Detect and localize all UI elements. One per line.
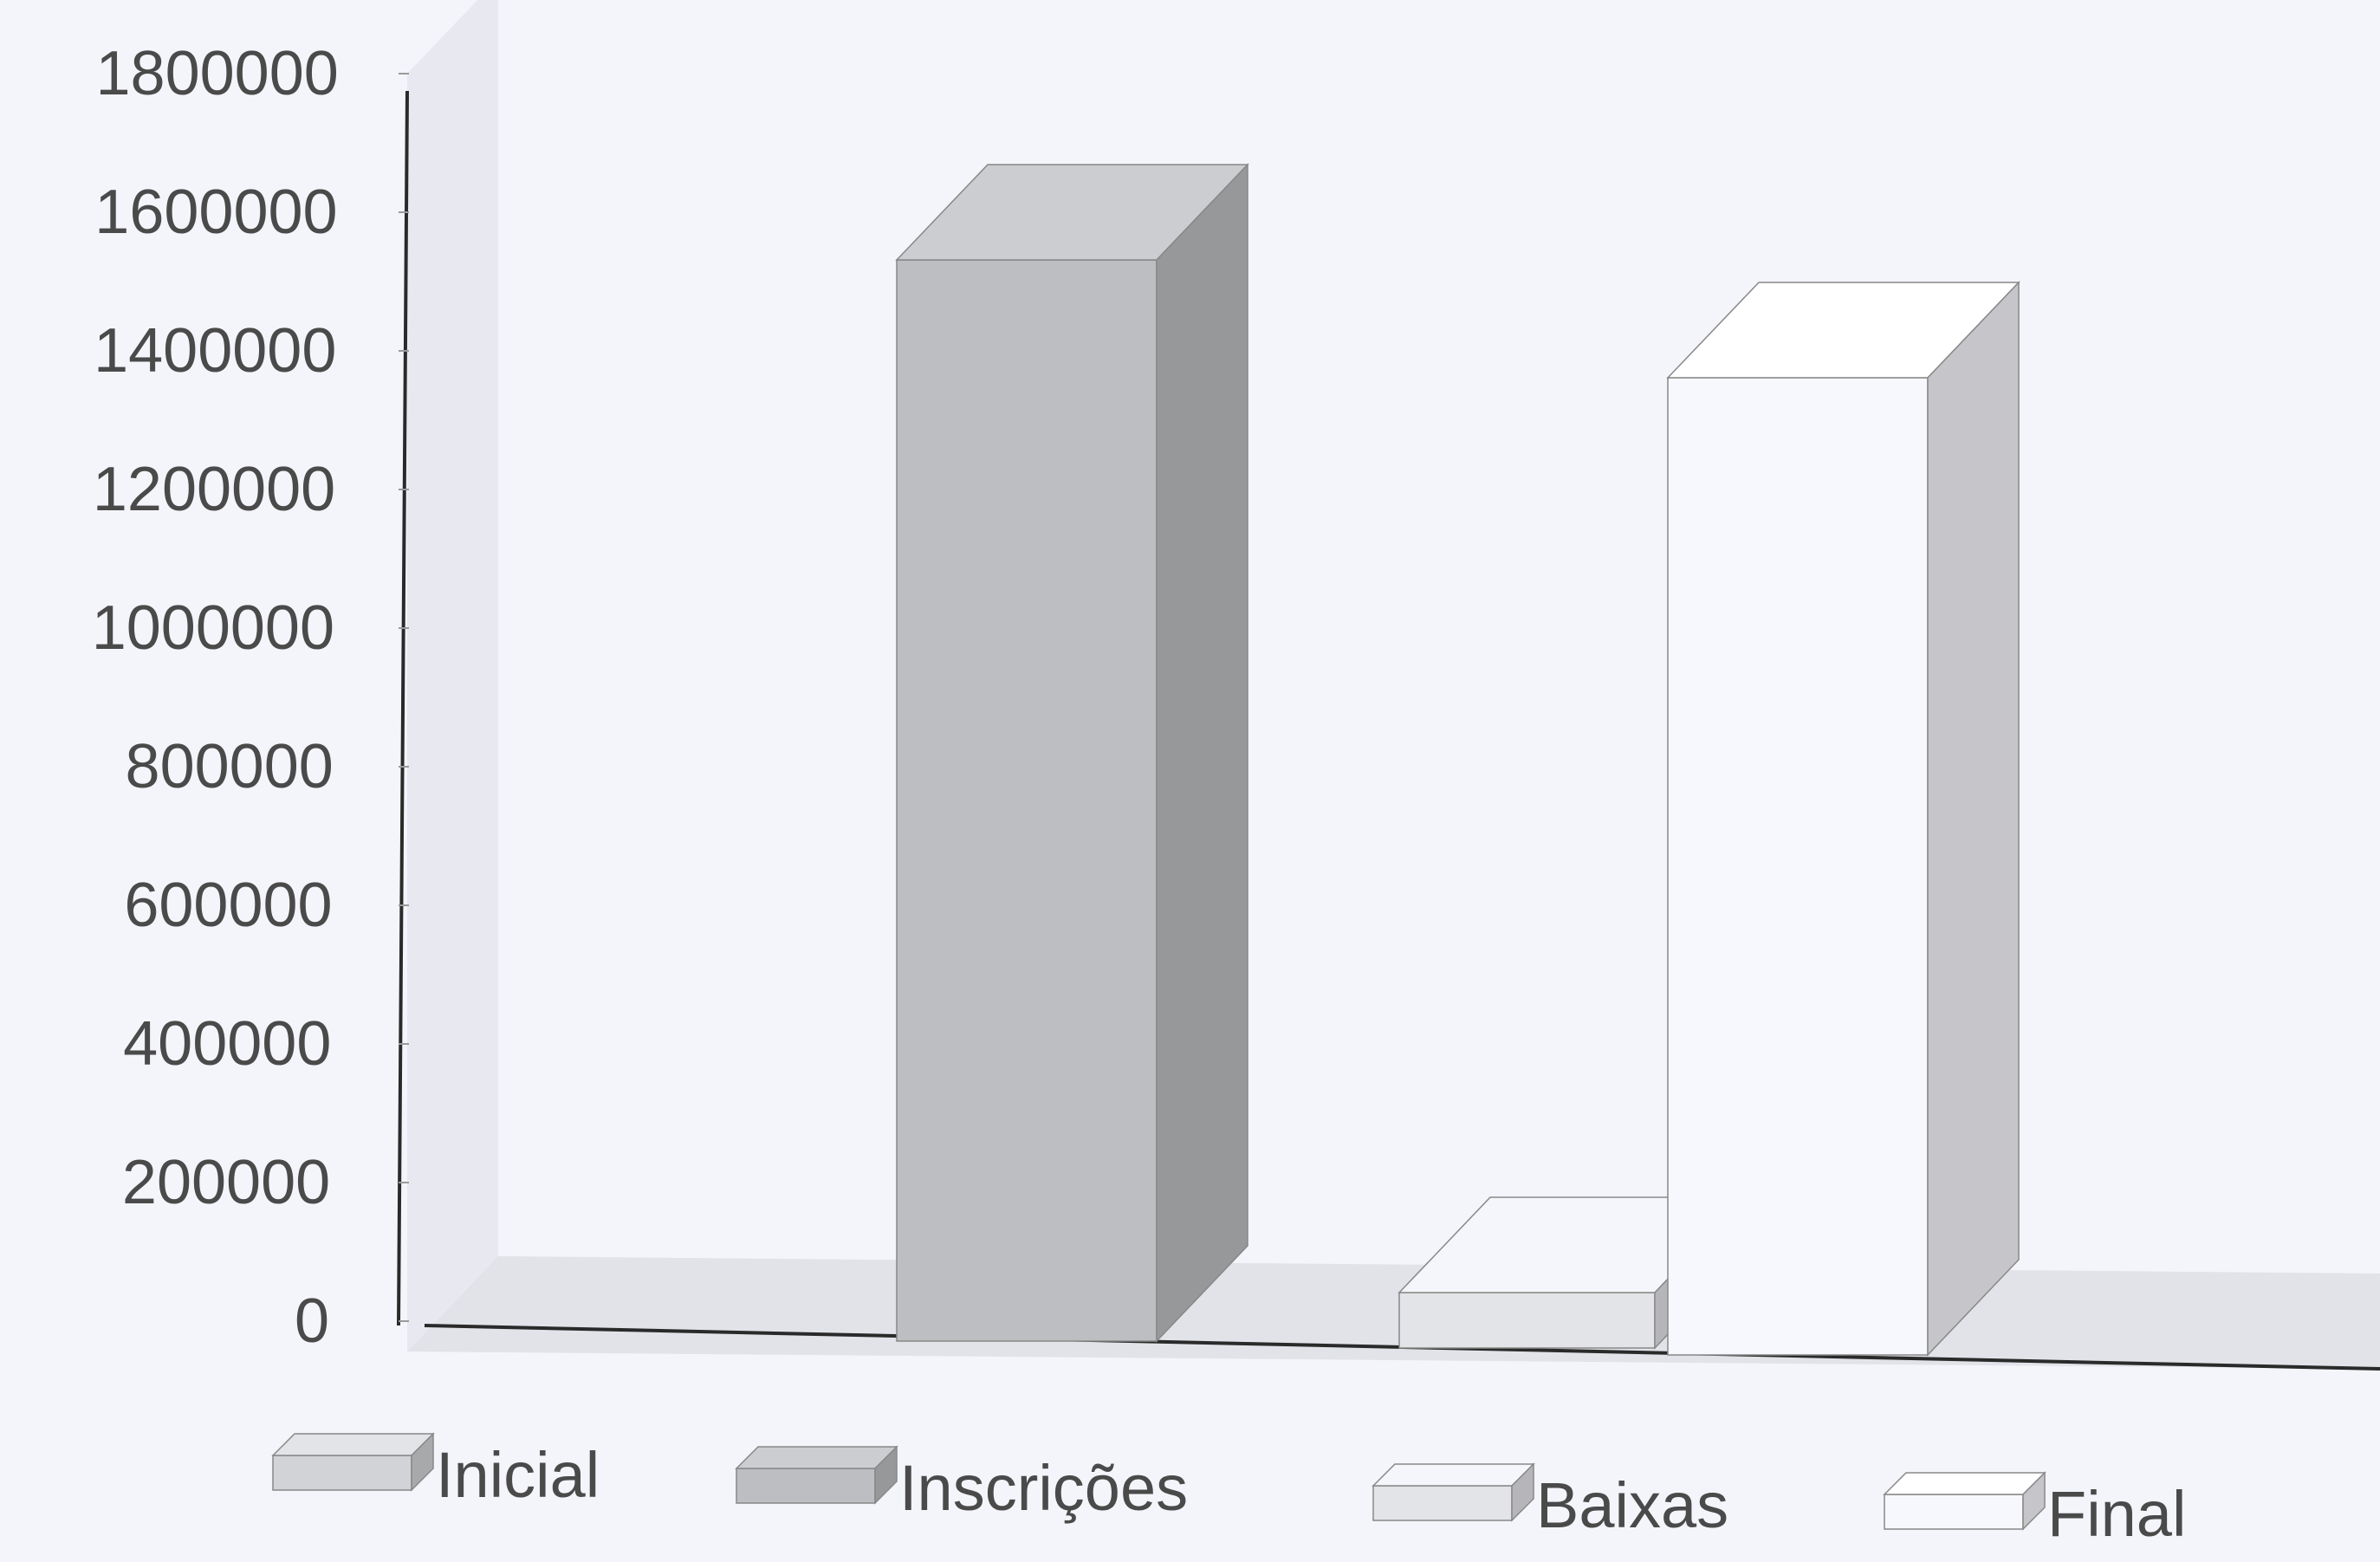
legend: Inicial Inscrições Baixas Final — [271, 1432, 2186, 1550]
legend-label: Baixas — [1536, 1469, 1728, 1541]
y-tick-label: 1000000 — [92, 593, 334, 663]
y-tick-label: 1600000 — [94, 178, 337, 247]
y-tick-label: 800000 — [126, 732, 334, 801]
legend-label: Inscrições — [899, 1452, 1188, 1524]
y-tick-label: 200000 — [122, 1148, 330, 1217]
y-tick-label: 600000 — [124, 871, 332, 940]
left-wall — [407, 0, 498, 1351]
bar-side — [1927, 281, 2020, 1357]
legend-swatch-side — [411, 1432, 434, 1492]
y-axis: 0 200000 400000 600000 800000 1000000 1200000 1… — [92, 39, 2380, 1371]
bar-side — [1156, 163, 1248, 1343]
y-tick-label: 400000 — [123, 1009, 331, 1079]
legend-swatch-side — [2022, 1471, 2046, 1531]
y-tick-label: 1800000 — [95, 39, 338, 108]
chart-walls — [407, 0, 2380, 1369]
legend-item-inscries: Inscrições — [735, 1445, 1188, 1524]
y-tick-label: 0 — [295, 1287, 329, 1356]
bar-final — [1666, 281, 2020, 1357]
legend-swatch-top — [735, 1446, 898, 1469]
y-tick-label: 1400000 — [94, 316, 336, 386]
legend-swatch-top — [1883, 1472, 2046, 1495]
bar-front — [1398, 1292, 1656, 1349]
legend-swatch — [736, 1468, 876, 1504]
bar-front — [1667, 377, 1929, 1356]
legend-swatch-top — [1372, 1463, 1535, 1487]
legend-item-inicial: Inicial — [271, 1432, 600, 1511]
bar-front — [896, 259, 1158, 1342]
legend-item-final: Final — [1883, 1471, 2186, 1550]
bars-group — [895, 163, 2020, 1357]
y-axis-line — [397, 90, 409, 1326]
legend-label: Inicial — [436, 1439, 600, 1511]
legend-item-baixas: Baixas — [1372, 1462, 1728, 1541]
legend-label: Final — [2047, 1478, 2186, 1550]
floor — [407, 1256, 2380, 1369]
legend-swatch — [1372, 1485, 1513, 1521]
y-tick-label: 1200000 — [93, 455, 335, 524]
legend-swatch — [272, 1455, 412, 1491]
legend-swatch — [1884, 1494, 2024, 1530]
legend-swatch-side — [874, 1445, 898, 1505]
legend-swatch-side — [1511, 1462, 1534, 1522]
legend-swatch-top — [271, 1433, 435, 1456]
bar-inscries — [895, 163, 1249, 1343]
